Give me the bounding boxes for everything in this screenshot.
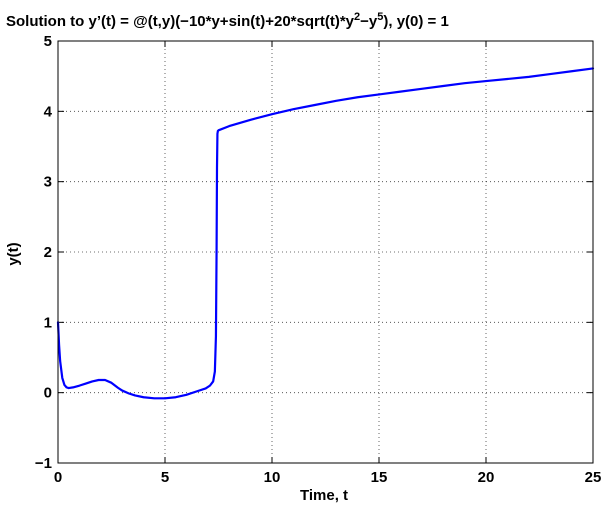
x-tick-label: 20 bbox=[478, 469, 495, 486]
x-tick-label: 15 bbox=[371, 469, 388, 486]
y-tick-label: −1 bbox=[35, 455, 52, 472]
y-tick-label: 3 bbox=[44, 174, 52, 191]
y-tick-label: 4 bbox=[44, 103, 53, 120]
title-exponent-2: 5 bbox=[377, 11, 383, 23]
x-tick-label: 5 bbox=[161, 469, 169, 486]
y-tick-label: 5 bbox=[44, 33, 52, 50]
series-layer bbox=[56, 67, 595, 400]
series-line-0 bbox=[56, 67, 595, 400]
y-tick-label: 2 bbox=[44, 244, 52, 261]
chart-title: Solution to y’(t) = @(t,y)(−10*y+sin(t)+… bbox=[6, 11, 449, 30]
x-tick-label: 10 bbox=[264, 469, 281, 486]
title-mid: −y bbox=[360, 13, 378, 30]
title-main: Solution to y’(t) = @(t,y)(−10*y+sin(t)+… bbox=[6, 13, 355, 30]
y-tick-label: 0 bbox=[44, 385, 52, 402]
x-tick-label: 0 bbox=[54, 469, 62, 486]
grid bbox=[58, 41, 593, 463]
x-tick-labels: 0 5 10 15 20 25 bbox=[54, 469, 602, 486]
y-tick-label: 1 bbox=[44, 314, 52, 331]
plot-frame bbox=[57, 40, 594, 464]
x-tick-label: 25 bbox=[585, 469, 602, 486]
y-tick-labels: −1 0 1 2 3 4 5 bbox=[35, 33, 53, 472]
x-axis-label: Time, t bbox=[300, 487, 348, 504]
title-tail: ), y(0) = 1 bbox=[383, 13, 448, 30]
title-exponent-1: 2 bbox=[354, 11, 360, 23]
y-axis-label: y(t) bbox=[5, 242, 22, 265]
